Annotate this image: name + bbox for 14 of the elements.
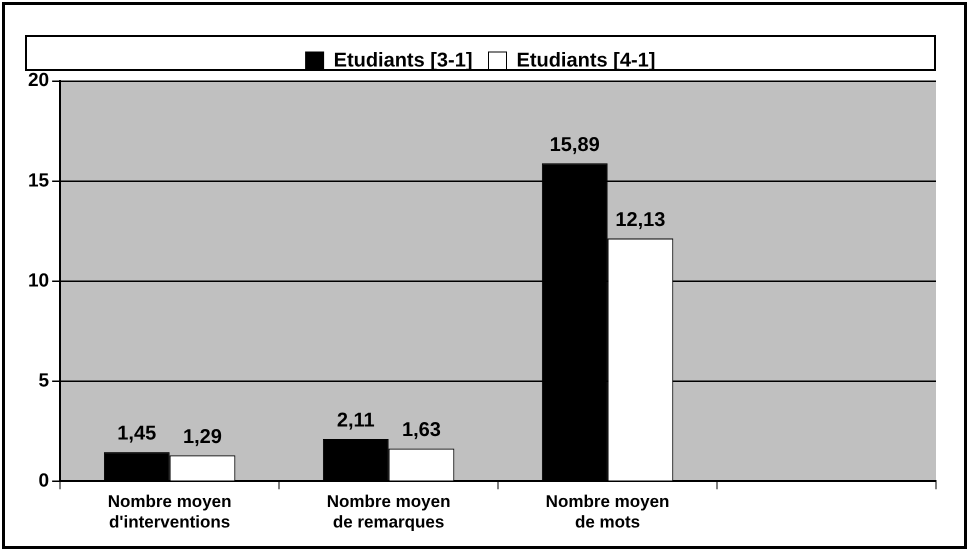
data-label: 2,11 <box>336 409 375 432</box>
data-label: 1,29 <box>182 426 222 448</box>
data-label: 15,89 <box>550 134 600 156</box>
x-tick-label: Nombre moyen d'interventions <box>108 492 232 532</box>
x-tick-label: Nombre moyen de mots <box>546 492 670 532</box>
y-tick-label: 5 <box>38 370 50 392</box>
y-tick-label: 0 <box>38 470 50 492</box>
y-tick-label: 20 <box>28 70 50 92</box>
y-tick-label: 10 <box>28 270 50 292</box>
x-tick-label: Nombre moyen de remarques <box>326 492 450 532</box>
y-tick-label: 15 <box>28 170 50 192</box>
data-label: 1,45 <box>117 422 156 445</box>
data-label: 12,13 <box>615 208 666 231</box>
data-label: 1,63 <box>402 419 441 442</box>
